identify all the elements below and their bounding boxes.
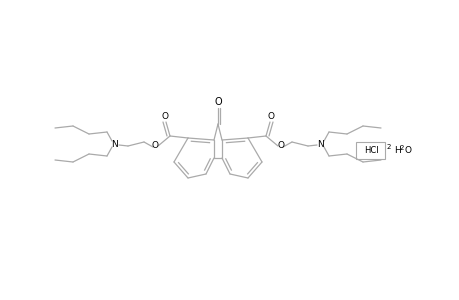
- Text: 2: 2: [386, 144, 391, 150]
- FancyBboxPatch shape: [356, 142, 385, 158]
- Text: H: H: [393, 146, 400, 154]
- Text: O: O: [214, 97, 221, 107]
- Text: N: N: [112, 140, 118, 148]
- Text: O: O: [277, 140, 284, 149]
- Text: O: O: [161, 112, 168, 121]
- Text: O: O: [151, 140, 158, 149]
- Text: O: O: [404, 146, 411, 154]
- Text: 2: 2: [399, 145, 403, 151]
- Text: HCl: HCl: [363, 146, 377, 154]
- Text: N: N: [317, 140, 324, 148]
- Text: O: O: [267, 112, 274, 121]
